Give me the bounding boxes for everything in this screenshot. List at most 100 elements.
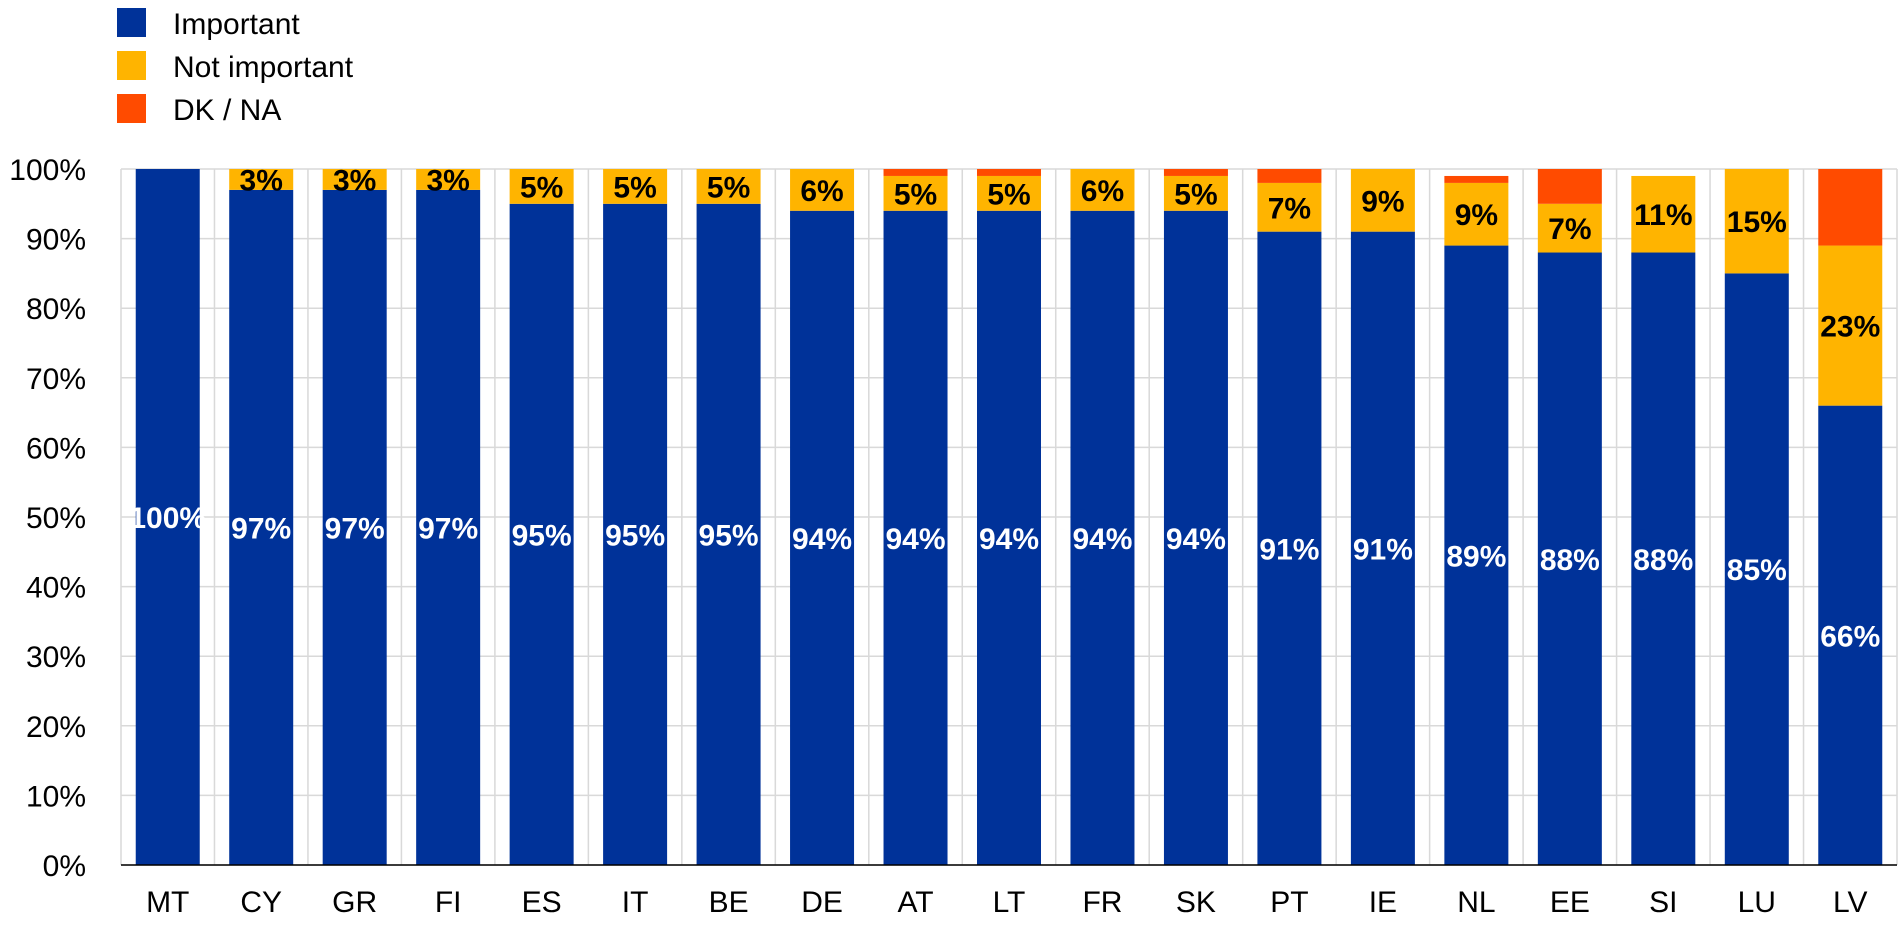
data-label: 91% bbox=[1259, 533, 1319, 566]
data-label: 7% bbox=[1268, 192, 1311, 225]
y-tick-label: 40% bbox=[26, 572, 86, 605]
data-label: 94% bbox=[792, 523, 852, 556]
bar-important bbox=[977, 210, 1041, 865]
bar-dk-na bbox=[1163, 169, 1228, 176]
x-tick-label: LU bbox=[1738, 886, 1776, 919]
bar-dk-na bbox=[883, 169, 948, 176]
x-tick-label: ES bbox=[522, 886, 562, 919]
data-label: 5% bbox=[894, 178, 937, 211]
x-tick-label: GR bbox=[332, 886, 377, 919]
data-label: 6% bbox=[800, 175, 843, 208]
x-tick-label: SK bbox=[1176, 886, 1216, 919]
data-label: 5% bbox=[613, 171, 656, 204]
x-tick-label: DE bbox=[801, 886, 843, 919]
data-label: 97% bbox=[231, 512, 291, 545]
data-label: 15% bbox=[1727, 206, 1787, 239]
bar-not-important bbox=[1631, 175, 1696, 253]
data-label: 5% bbox=[987, 178, 1030, 211]
bar-not-important bbox=[603, 169, 668, 204]
data-label: 6% bbox=[1081, 175, 1124, 208]
x-tick-label: EE bbox=[1550, 886, 1590, 919]
data-label: 97% bbox=[418, 512, 478, 545]
bar-important bbox=[416, 189, 481, 865]
x-tick-label: PT bbox=[1270, 886, 1308, 919]
y-tick-label: 30% bbox=[26, 641, 86, 674]
bar-not-important bbox=[696, 169, 761, 204]
bar-not-important bbox=[1163, 175, 1228, 211]
bar-important bbox=[135, 169, 200, 865]
data-label: 94% bbox=[1072, 523, 1132, 556]
x-tick-label: IT bbox=[622, 886, 649, 919]
bar-important bbox=[1631, 252, 1696, 865]
data-label: 88% bbox=[1540, 544, 1600, 577]
bar-important bbox=[696, 203, 761, 866]
bar-not-important bbox=[1444, 182, 1509, 246]
bar-not-important bbox=[1724, 169, 1789, 274]
y-tick-label: 70% bbox=[26, 363, 86, 396]
legend-swatch bbox=[117, 94, 146, 123]
bar-not-important bbox=[977, 175, 1041, 211]
bar-important bbox=[322, 189, 387, 865]
x-tick-label: AT bbox=[897, 886, 933, 919]
data-label: 97% bbox=[325, 512, 385, 545]
bar-important bbox=[1537, 252, 1602, 865]
bar-not-important bbox=[229, 169, 294, 190]
bar-not-important bbox=[1350, 169, 1415, 232]
y-tick-label: 100% bbox=[9, 154, 86, 187]
bar-important bbox=[1350, 231, 1415, 865]
bar-not-important bbox=[509, 169, 574, 204]
y-tick-label: 80% bbox=[26, 293, 86, 326]
legend-label: Not important bbox=[173, 51, 354, 84]
bar-important bbox=[790, 210, 855, 865]
bar-important bbox=[1724, 273, 1789, 865]
data-label: 9% bbox=[1361, 185, 1404, 218]
bar-important bbox=[883, 210, 948, 865]
data-label: 5% bbox=[520, 171, 563, 204]
bar-not-important bbox=[1257, 182, 1322, 232]
data-label: 11% bbox=[1634, 199, 1692, 232]
bar-important bbox=[603, 203, 668, 866]
data-label: 95% bbox=[512, 519, 572, 552]
y-tick-label: 50% bbox=[26, 502, 86, 535]
bar-not-important bbox=[322, 169, 387, 190]
data-label: 94% bbox=[979, 523, 1039, 556]
data-label: 91% bbox=[1353, 533, 1413, 566]
data-label: 9% bbox=[1455, 199, 1498, 232]
bar-important bbox=[509, 203, 574, 866]
x-tick-label: FI bbox=[435, 886, 462, 919]
bar-not-important bbox=[1818, 245, 1883, 406]
y-tick-label: 20% bbox=[26, 711, 86, 744]
bar-dk-na bbox=[1537, 169, 1602, 204]
bar-dk-na bbox=[1257, 169, 1322, 183]
bar-not-important bbox=[1537, 203, 1602, 253]
bar-important bbox=[1163, 210, 1228, 865]
bar-not-important bbox=[1070, 169, 1135, 211]
x-tick-label: CY bbox=[240, 886, 282, 919]
bar-dk-na bbox=[1444, 175, 1509, 183]
data-label: 85% bbox=[1727, 554, 1787, 587]
data-label: 94% bbox=[886, 523, 946, 556]
data-label: 7% bbox=[1548, 213, 1591, 246]
data-label: 95% bbox=[699, 519, 759, 552]
x-tick-label: BE bbox=[709, 886, 749, 919]
data-label: 94% bbox=[1166, 523, 1226, 556]
bar-important bbox=[1257, 231, 1322, 865]
y-tick-label: 90% bbox=[26, 224, 86, 257]
legend-swatch bbox=[117, 8, 146, 37]
bar-important bbox=[1818, 405, 1883, 865]
data-label: 23% bbox=[1820, 311, 1880, 344]
x-tick-label: LV bbox=[1833, 886, 1867, 919]
bar-not-important bbox=[883, 175, 948, 211]
y-tick-label: 60% bbox=[26, 432, 86, 465]
bar-dk-na bbox=[1818, 169, 1883, 246]
data-label: 66% bbox=[1820, 620, 1880, 653]
data-label: 3% bbox=[426, 164, 469, 197]
x-tick-label: LT bbox=[993, 886, 1026, 919]
data-label: 95% bbox=[605, 519, 665, 552]
data-label: 88% bbox=[1633, 544, 1693, 577]
bar-not-important bbox=[416, 169, 481, 190]
data-label: 3% bbox=[240, 164, 283, 197]
x-tick-label: SI bbox=[1649, 886, 1677, 919]
legend-label: Important bbox=[173, 8, 300, 41]
